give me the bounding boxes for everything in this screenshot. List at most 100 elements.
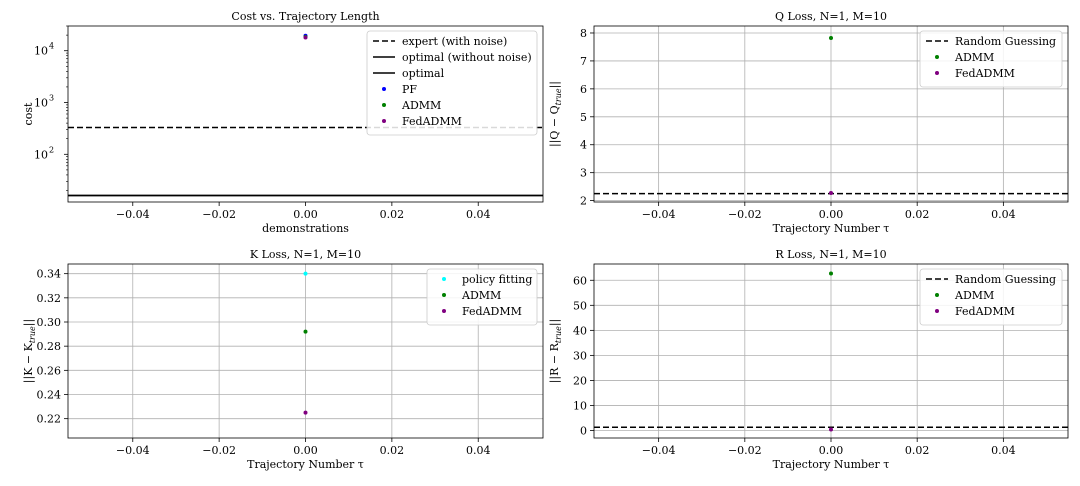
legend-label: ADMM bbox=[401, 99, 441, 112]
y-tick-label: 0.30 bbox=[37, 316, 62, 329]
x-tick-label: 0.02 bbox=[905, 444, 930, 457]
legend-label: FedADMM bbox=[462, 305, 522, 318]
x-tick-label: −0.04 bbox=[116, 208, 150, 221]
y-tick-label: 0.32 bbox=[37, 292, 62, 305]
x-tick-label: 0.04 bbox=[991, 444, 1016, 457]
legend-label: expert (with noise) bbox=[402, 35, 507, 48]
x-tick-label: −0.04 bbox=[642, 208, 676, 221]
chart-panel-2: −0.04 −0.02 0.00 0.02 0.04 2 3 4 5 6 7 8 Q Loss, N=1… bbox=[548, 10, 1069, 235]
y-tick-label: 7 bbox=[580, 55, 587, 68]
x-tick-label: 0.00 bbox=[819, 444, 844, 457]
y-tick-label: 10 bbox=[34, 97, 48, 110]
x-tick-label: 0.00 bbox=[293, 208, 318, 221]
x-tick-label: 0.02 bbox=[380, 208, 405, 221]
x-tick-label: −0.02 bbox=[202, 208, 236, 221]
x-tick-label: −0.04 bbox=[116, 444, 150, 457]
legend: Random Guessing ADMM FedADMM bbox=[919, 268, 1063, 326]
x-tick-label: 0.04 bbox=[466, 208, 491, 221]
legend-label: optimal (without noise) bbox=[402, 51, 532, 64]
legend-dot-swatch bbox=[935, 309, 939, 313]
chart-title: Cost vs. Trajectory Length bbox=[231, 10, 379, 23]
legend-label: FedADMM bbox=[955, 305, 1015, 318]
legend: expert (with noise) optimal (without nois… bbox=[366, 30, 538, 136]
y-tick-label: 30 bbox=[573, 349, 587, 362]
y-tick-label: 60 bbox=[573, 274, 587, 287]
x-tick-label: 0.00 bbox=[819, 208, 844, 221]
y-tick-exponent: 4 bbox=[49, 42, 54, 51]
x-axis-label: Trajectory Number τ bbox=[773, 458, 890, 471]
x-tick-label: 0.04 bbox=[991, 208, 1016, 221]
y-axis-label: ||K − Ktrue|| bbox=[22, 319, 37, 383]
y-tick-label: 0.22 bbox=[37, 413, 62, 426]
chart-panel-3: −0.04 −0.02 0.00 0.02 0.04 0.22 0.24 0.26 0.28 0.… bbox=[22, 248, 544, 471]
legend-label: ADMM bbox=[954, 289, 994, 302]
x-tick-label: 0.04 bbox=[466, 444, 491, 457]
legend-dot-swatch bbox=[382, 87, 386, 91]
legend-dot-swatch bbox=[442, 309, 446, 313]
y-tick-exponent: 3 bbox=[49, 94, 54, 103]
y-tick-label: 8 bbox=[580, 27, 587, 40]
data-point bbox=[303, 410, 308, 415]
data-point bbox=[829, 36, 833, 41]
legend-box bbox=[426, 268, 538, 326]
y-tick-label: 0.26 bbox=[37, 364, 62, 377]
data-point bbox=[303, 329, 308, 334]
y-tick-label: 3 bbox=[580, 167, 587, 180]
legend-box bbox=[919, 268, 1063, 326]
data-point bbox=[303, 35, 308, 40]
legend-label: FedADMM bbox=[955, 67, 1015, 80]
chart-panel-4: −0.04 −0.02 0.00 0.02 0.04 0 10 20 30 40 50 60 R Los… bbox=[548, 248, 1069, 471]
y-tick-label: 20 bbox=[573, 374, 587, 387]
legend-box bbox=[919, 30, 1063, 88]
y-tick-label: 5 bbox=[580, 111, 587, 124]
x-tick-label: 0.02 bbox=[380, 444, 405, 457]
y-tick-label: 50 bbox=[573, 299, 587, 312]
legend-label: ADMM bbox=[461, 289, 501, 302]
legend-dot-swatch bbox=[935, 55, 939, 59]
legend-label: FedADMM bbox=[402, 115, 462, 128]
data-point bbox=[829, 271, 833, 276]
data-point bbox=[829, 427, 833, 432]
x-axis-label: Trajectory Number τ bbox=[247, 458, 364, 471]
y-axis-label: ||R − Rtrue|| bbox=[548, 319, 563, 384]
chart-title: K Loss, N=1, M=10 bbox=[250, 248, 361, 261]
y-tick-label: 10 bbox=[573, 399, 587, 412]
legend-dot-swatch bbox=[382, 119, 386, 123]
data-point bbox=[829, 191, 833, 196]
chart-title: R Loss, N=1, M=10 bbox=[775, 248, 886, 261]
x-tick-label: −0.02 bbox=[728, 444, 762, 457]
y-axis-label: cost bbox=[22, 102, 35, 125]
legend-label: ADMM bbox=[954, 51, 994, 64]
legend-dot-swatch bbox=[935, 293, 939, 297]
legend: Random Guessing ADMM FedADMM bbox=[919, 30, 1063, 88]
y-tick-label: 6 bbox=[580, 83, 587, 96]
legend-label: policy fitting bbox=[462, 273, 532, 286]
legend-label: Random Guessing bbox=[955, 35, 1056, 48]
y-tick-label: 2 bbox=[580, 195, 587, 208]
y-tick-label: 0.24 bbox=[37, 389, 62, 402]
x-tick-label: −0.04 bbox=[642, 444, 676, 457]
y-axis-label: ||Q − Qtrue|| bbox=[548, 81, 563, 147]
legend-box bbox=[366, 30, 538, 136]
data-point bbox=[303, 271, 308, 276]
y-tick-label: 0 bbox=[580, 424, 587, 437]
x-axis-label: demonstrations bbox=[262, 222, 349, 235]
legend-dot-swatch bbox=[442, 277, 446, 281]
y-tick-label: 0.34 bbox=[37, 268, 62, 281]
legend-dot-swatch bbox=[935, 71, 939, 75]
legend: policy fitting ADMM FedADMM bbox=[426, 268, 538, 326]
x-tick-label: 0.02 bbox=[905, 208, 930, 221]
x-axis-label: Trajectory Number τ bbox=[773, 222, 890, 235]
legend-label: optimal bbox=[402, 67, 445, 80]
y-tick-label: 10 bbox=[34, 45, 48, 58]
y-tick-exponent: 2 bbox=[49, 145, 54, 154]
x-tick-label: −0.02 bbox=[202, 444, 236, 457]
chart-title: Q Loss, N=1, M=10 bbox=[775, 10, 887, 23]
y-tick-label: 40 bbox=[573, 324, 587, 337]
x-tick-label: −0.02 bbox=[728, 208, 762, 221]
y-tick-label: 4 bbox=[580, 139, 587, 152]
y-tick-label: 0.28 bbox=[37, 340, 62, 353]
y-tick-label: 10 bbox=[34, 148, 48, 161]
